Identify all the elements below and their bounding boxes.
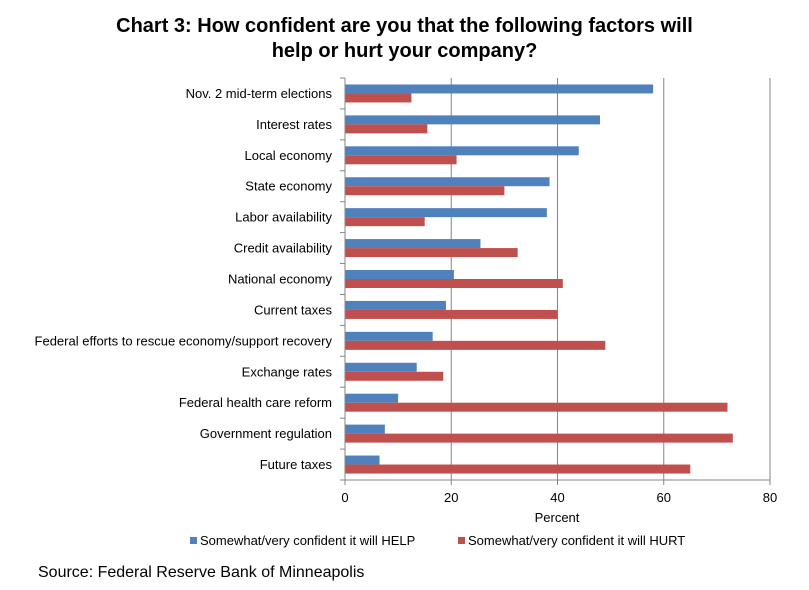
category-label: National economy (228, 272, 333, 287)
legend-swatch-help (190, 537, 197, 544)
x-tick-label-80: 80 (763, 490, 777, 505)
category-label: Labor availability (235, 210, 332, 225)
x-tick-label-40: 40 (550, 490, 564, 505)
bar-help (345, 208, 547, 218)
bar-help (345, 300, 446, 310)
x-tick-label-20: 20 (444, 490, 458, 505)
category-label: Federal health care reform (179, 395, 332, 410)
category-label: Credit availability (234, 241, 333, 256)
category-label: Current taxes (254, 302, 333, 317)
bar-hurt (345, 371, 444, 381)
x-axis-label: Percent (535, 510, 580, 525)
chart-title-line-2: help or hurt your company? (271, 40, 538, 62)
bar-help (345, 270, 454, 279)
bar-hurt (345, 340, 606, 350)
source-note: Source: Federal Reserve Bank of Minneapo… (38, 564, 365, 581)
category-label: Future taxes (260, 457, 333, 472)
category-label: Interest rates (256, 117, 332, 132)
bar-hurt (345, 217, 425, 227)
legend: Somewhat/very confident it will HELP Some… (190, 533, 685, 548)
chart-title: Chart 3: How confident are you that the … (0, 14, 809, 64)
bar-help (345, 115, 600, 125)
bar-help (345, 146, 579, 156)
bar-help (345, 362, 417, 372)
category-label: Government regulation (200, 426, 332, 441)
x-tick-labels: 0 20 40 60 80 (341, 490, 777, 505)
bar-help (345, 455, 380, 465)
category-label: Federal efforts to rescue economy/suppor… (35, 333, 333, 348)
bar-help (345, 177, 550, 187)
bar-hurt (345, 248, 518, 258)
category-label: State economy (245, 179, 332, 194)
x-tick-label-60: 60 (657, 490, 671, 505)
chart-title-line-1: Chart 3: How confident are you that the … (116, 15, 693, 37)
bar-hurt (345, 124, 428, 134)
x-tick-label-0: 0 (341, 490, 348, 505)
bar-hurt (345, 464, 691, 474)
bar-hurt (345, 155, 457, 165)
bar-help (345, 424, 385, 434)
category-labels: Nov. 2 mid-term elections Interest rates L… (35, 86, 333, 472)
axes (340, 77, 771, 485)
bar-help (345, 393, 399, 403)
legend-label-hurt: Somewhat/very confident it will HURT (468, 533, 685, 548)
bar-hurt (345, 309, 558, 319)
category-label: Exchange rates (242, 364, 333, 379)
bar-hurt (345, 186, 505, 196)
category-label: Local economy (245, 148, 333, 163)
legend-label-help: Somewhat/very confident it will HELP (200, 533, 415, 548)
legend-swatch-hurt (458, 537, 465, 544)
bar-hurt (345, 93, 412, 103)
bar-hurt (345, 279, 563, 288)
bar-help (345, 84, 654, 94)
category-label: Nov. 2 mid-term elections (186, 86, 333, 101)
bar-hurt (345, 433, 733, 443)
bar-help (345, 239, 481, 249)
bar-hurt (345, 402, 728, 412)
bar-help (345, 331, 433, 341)
bars (345, 84, 733, 474)
